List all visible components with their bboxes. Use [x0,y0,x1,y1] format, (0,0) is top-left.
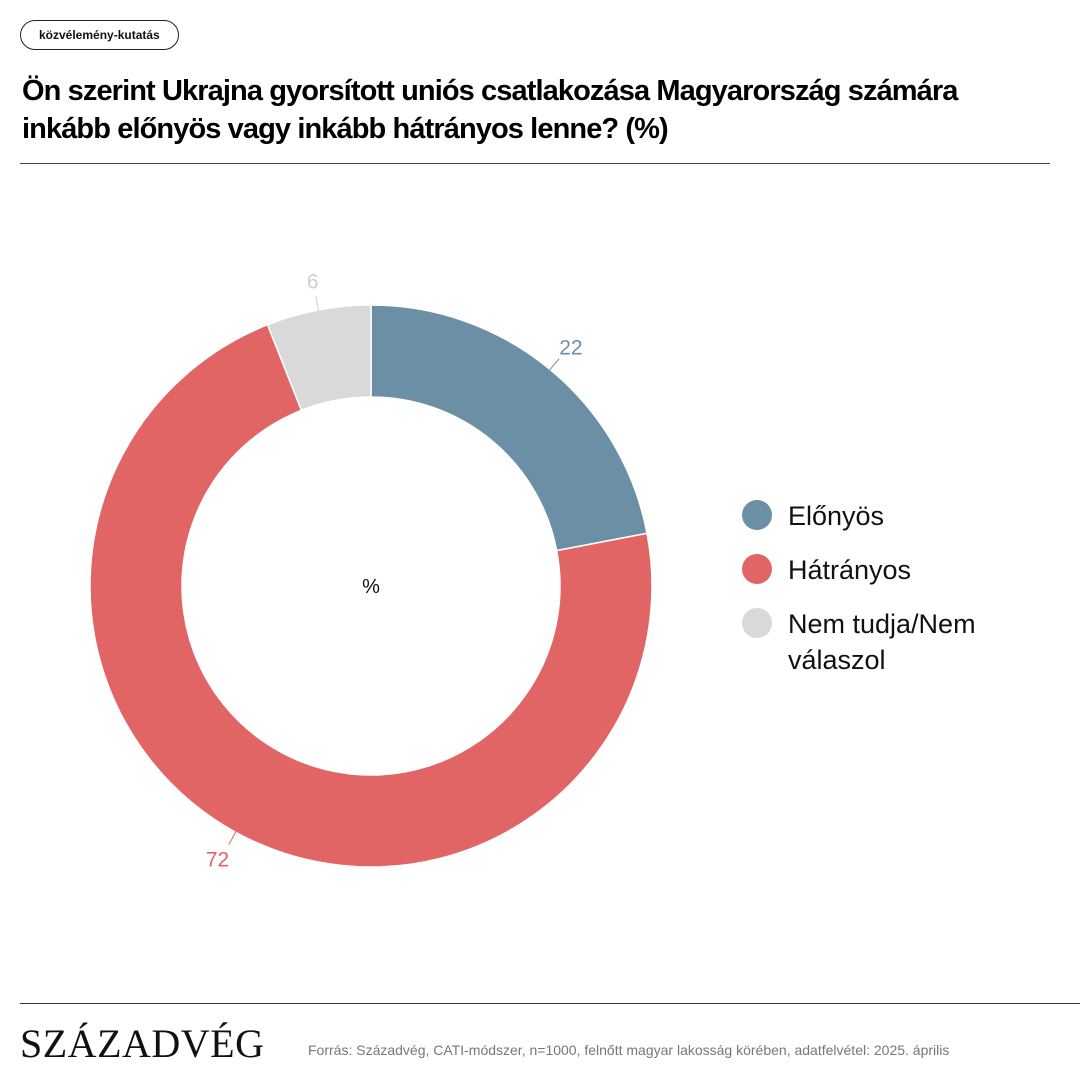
chart-legend: Előnyös Hátrányos Nem tudja/Nem válaszol [742,498,1072,696]
legend-label-nem-tudja: Nem tudja/Nem válaszol [788,609,976,675]
data-label-hatranyos: 72 [206,849,229,872]
legend-swatch-nem-tudja [742,608,772,638]
legend-label-elonyos: Előnyös [788,501,885,531]
legend-label-hatranyos: Hátrányos [788,555,912,585]
legend-item-hatranyos: Hátrányos [742,552,1072,588]
source-note: Forrás: Századvég, CATI-módszer, n=1000,… [308,1042,950,1058]
donut-center-label: % [362,576,380,598]
leader-line-hatranyos [228,830,238,845]
data-label-elonyos: 22 [559,336,582,359]
legend-item-nem-tudja: Nem tudja/Nem válaszol [742,606,1072,678]
title-divider [20,163,1050,164]
legend-swatch-elonyos [742,500,772,530]
donut-chart: 22 72 6% [89,271,653,872]
footer-divider [20,1003,1080,1004]
donut-slice-hatranyos [89,323,653,868]
legend-item-elonyos: Előnyös [742,498,1072,534]
donut-slice-elonyos [370,304,648,552]
brand-logo: SZÁZADVÉG [20,1021,265,1066]
donut-slice-nem-tudja [266,304,372,412]
leader-line-nem-tudja [315,296,320,313]
leader-line-elonyos [548,358,560,372]
category-tag: közvélemény-kutatás [20,20,179,50]
legend-swatch-hatranyos [742,554,772,584]
chart-title: Ön szerint Ukrajna gyorsított uniós csat… [22,75,958,145]
data-label-nem-tudja: 6 [307,271,319,294]
